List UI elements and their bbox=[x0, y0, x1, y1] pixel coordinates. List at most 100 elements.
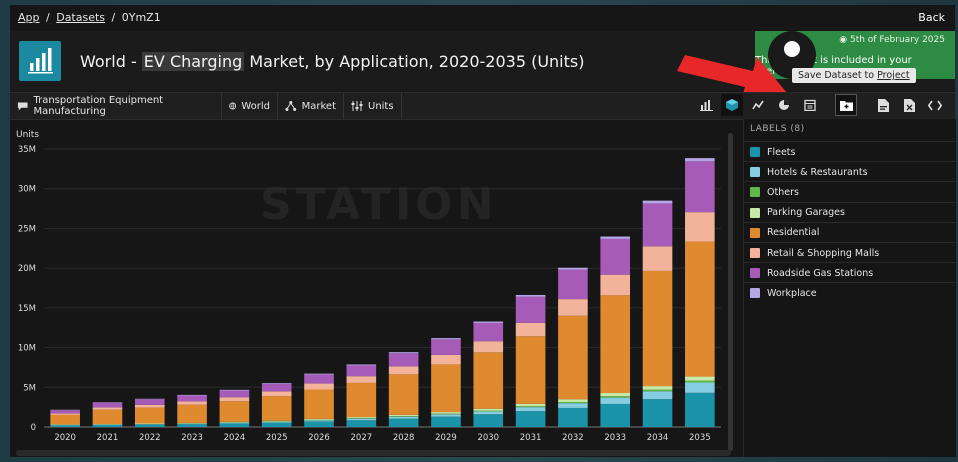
x-tick-label: 2025 bbox=[266, 433, 288, 443]
export-pdf-button[interactable] bbox=[872, 94, 894, 116]
label-item[interactable]: Fleets bbox=[744, 141, 956, 162]
3d-view-button[interactable] bbox=[721, 94, 743, 116]
bar-segment-parking-garages bbox=[431, 412, 461, 414]
bar-chart-view-button[interactable] bbox=[695, 94, 717, 116]
y-tick-label: 10M bbox=[18, 344, 36, 354]
bar-segment-workplace bbox=[515, 294, 546, 297]
bar-segment-fleets bbox=[600, 403, 631, 427]
chart-vertical-scrollbar[interactable] bbox=[728, 133, 733, 451]
bar-segment-retail-shopping-malls bbox=[473, 341, 504, 353]
breadcrumb-datasets[interactable]: Datasets bbox=[56, 11, 106, 24]
label-color-swatch bbox=[750, 268, 760, 279]
bar-segment-roadside-gas-stations bbox=[600, 238, 631, 275]
y-tick-label: 0 bbox=[31, 423, 36, 433]
chart-horizontal-scrollbar[interactable] bbox=[16, 450, 731, 456]
export-excel-button[interactable] bbox=[898, 94, 920, 116]
bar-segment-workplace bbox=[219, 389, 250, 391]
folder-plus-icon bbox=[839, 100, 853, 111]
bar-segment-others bbox=[515, 406, 546, 408]
industry-filter[interactable]: Transportation Equipment Manufacturing bbox=[10, 93, 222, 119]
bar-segment-fleets bbox=[515, 411, 546, 427]
label-text: Roadside Gas Stations bbox=[767, 267, 874, 279]
license-date: ◉ 5th of February 2025 bbox=[839, 35, 945, 45]
dataset-toolbar: Transportation Equipment Manufacturing W… bbox=[10, 92, 955, 120]
breadcrumb-separator: / bbox=[46, 11, 50, 24]
x-tick-label: 2029 bbox=[435, 433, 457, 443]
bar-segment-residential bbox=[50, 414, 80, 425]
bar-segment-hotels-restaurants bbox=[558, 403, 588, 408]
label-text: Others bbox=[767, 186, 799, 198]
dataset-header: World - EV Charging Market, by Applicati… bbox=[10, 31, 955, 101]
title-highlight: EV Charging bbox=[141, 52, 245, 71]
label-item[interactable]: Roadside Gas Stations bbox=[744, 262, 956, 283]
bar-segment-roadside-gas-stations bbox=[685, 161, 715, 213]
bar-segment-fleets bbox=[219, 423, 250, 427]
label-color-swatch bbox=[750, 207, 760, 218]
x-tick-label: 2024 bbox=[224, 433, 246, 443]
red-arrow-annotation bbox=[677, 55, 787, 101]
back-button[interactable]: Back bbox=[918, 11, 945, 24]
bar-segment-fleets bbox=[261, 422, 292, 427]
bar-segment-parking-garages bbox=[515, 403, 546, 407]
bar-segment-retail-shopping-malls bbox=[388, 366, 419, 375]
page-title: World - EV Charging Market, by Applicati… bbox=[80, 52, 584, 71]
region-filter-label: World bbox=[241, 100, 270, 112]
bar-segment-fleets bbox=[134, 424, 165, 427]
bar-segment-residential bbox=[304, 389, 334, 419]
label-item[interactable]: Hotels & Restaurants bbox=[744, 161, 956, 182]
label-item[interactable]: Retail & Shopping Malls bbox=[744, 242, 956, 263]
tooltip-project-link[interactable]: Project bbox=[877, 70, 910, 81]
breadcrumb-app[interactable]: App bbox=[18, 11, 40, 24]
bar-segment-others bbox=[431, 413, 461, 415]
bar-segment-parking-garages bbox=[600, 393, 631, 397]
bar-segment-parking-garages bbox=[685, 376, 715, 381]
pie-chart-view-button[interactable] bbox=[773, 94, 795, 116]
embed-code-button[interactable] bbox=[924, 94, 946, 116]
label-text: Workplace bbox=[767, 287, 817, 299]
breadcrumb: App / Datasets / 0YmZ1 bbox=[18, 11, 164, 24]
label-item[interactable]: Residential bbox=[744, 221, 956, 243]
bar-segment-retail-shopping-malls bbox=[261, 391, 292, 397]
label-color-swatch bbox=[750, 167, 760, 178]
bar-segment-workplace bbox=[304, 373, 334, 375]
bar-segment-retail-shopping-malls bbox=[92, 407, 123, 410]
bar-segment-workplace bbox=[473, 321, 504, 323]
bar-segment-roadside-gas-stations bbox=[346, 365, 377, 377]
market-filter[interactable]: Market bbox=[278, 93, 344, 119]
label-item[interactable]: Others bbox=[744, 181, 956, 202]
stacked-bar-chart: STATION Units 0 5M 10M 15M 20M 25M 30M 35M 2020 202… bbox=[16, 130, 721, 443]
y-tick-label: 15M bbox=[18, 304, 36, 314]
y-axis-label: Units bbox=[16, 130, 39, 140]
breadcrumb-dataset-id: 0YmZ1 bbox=[121, 11, 161, 24]
breadcrumb-separator: / bbox=[111, 11, 116, 24]
bar-segment-fleets bbox=[50, 425, 80, 427]
table-view-button[interactable] bbox=[799, 94, 821, 116]
label-item[interactable]: Parking Garages bbox=[744, 201, 956, 223]
bar-segment-residential bbox=[431, 364, 461, 413]
bar-segment-others bbox=[642, 389, 673, 392]
bar-segment-hotels-restaurants bbox=[219, 422, 250, 424]
bar-segment-residential bbox=[346, 382, 377, 418]
line-chart-view-button[interactable] bbox=[747, 94, 769, 116]
bar-segment-retail-shopping-malls bbox=[558, 299, 588, 316]
region-filter[interactable]: World bbox=[222, 93, 278, 119]
bar-segment-residential bbox=[177, 404, 207, 423]
top-bar: App / Datasets / 0YmZ1 Back bbox=[10, 5, 955, 31]
bar-segment-others bbox=[388, 416, 419, 417]
label-color-swatch bbox=[750, 187, 760, 198]
save-to-project-button[interactable] bbox=[835, 94, 857, 116]
bar-segment-retail-shopping-malls bbox=[515, 322, 546, 337]
bar-segment-parking-garages bbox=[642, 386, 673, 390]
label-text: Parking Garages bbox=[767, 207, 845, 219]
bar-segment-residential bbox=[134, 407, 165, 424]
bar-segment-fleets bbox=[642, 399, 673, 427]
units-filter[interactable]: Units bbox=[344, 93, 402, 119]
bar-segment-parking-garages bbox=[219, 421, 250, 423]
bar-segment-hotels-restaurants bbox=[177, 423, 207, 425]
label-item[interactable]: Workplace bbox=[744, 282, 956, 303]
bar-segment-roadside-gas-stations bbox=[261, 383, 292, 392]
code-icon bbox=[928, 100, 942, 110]
labels-panel-title: LABELS (8) bbox=[750, 124, 805, 134]
chat-bubble-icon bbox=[17, 102, 28, 111]
bar-segment-parking-garages bbox=[261, 420, 292, 422]
